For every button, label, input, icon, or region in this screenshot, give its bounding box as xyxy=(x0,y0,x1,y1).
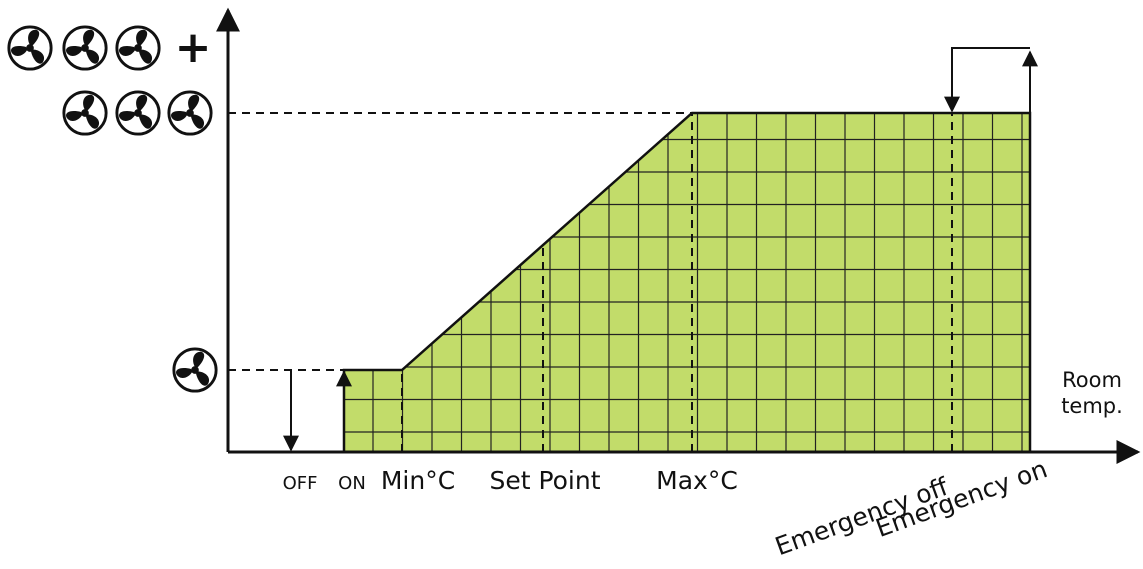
marker-label: Min°C xyxy=(381,466,455,495)
plus-sign: + xyxy=(175,22,212,73)
axes xyxy=(216,7,1141,464)
x-axis-label: Room xyxy=(1062,368,1122,392)
marker-label: Set Point xyxy=(489,466,600,495)
marker-label: Max°C xyxy=(656,466,738,495)
marker-label: ON xyxy=(338,473,366,494)
fan-icons xyxy=(9,27,216,391)
active-area xyxy=(344,113,1030,452)
hysteresis-arrows xyxy=(283,47,1038,452)
dashed-guides xyxy=(228,112,953,452)
x-axis-label: temp. xyxy=(1061,394,1123,418)
marker-label: OFF xyxy=(283,473,318,494)
